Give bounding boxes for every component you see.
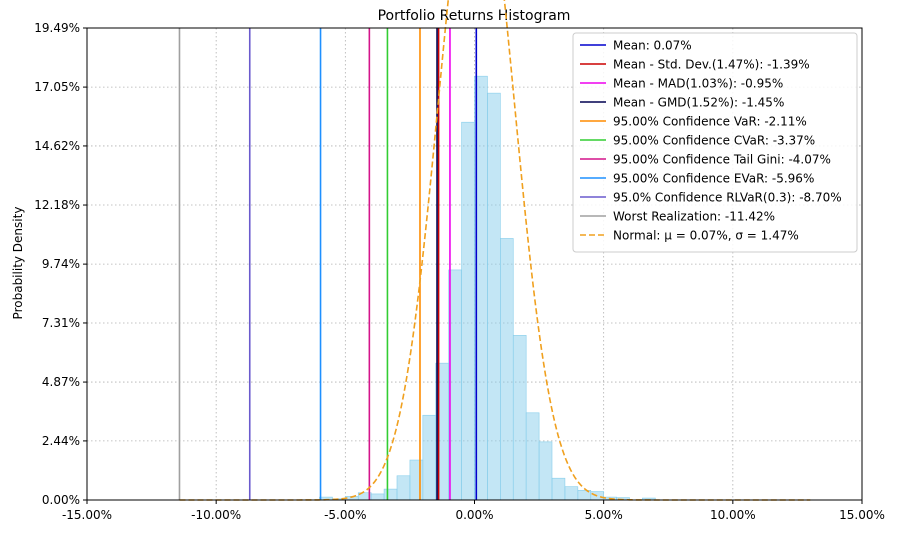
histogram-bar — [422, 414, 437, 501]
legend-label: 95.00% Confidence Tail Gini: -4.07% — [613, 153, 831, 167]
y-tick-label: 17.05% — [34, 80, 80, 94]
x-tick-label: 5.00% — [585, 508, 623, 522]
legend: Mean: 0.07% Mean - Std. Dev.(1.47%): -1.3… — [572, 32, 858, 253]
y-tick-label: 0.00% — [42, 493, 80, 507]
x-tick-label: 15.00% — [839, 508, 885, 522]
histogram-bar — [590, 491, 604, 501]
histogram-bar — [396, 475, 411, 501]
y-tick-label: 2.44% — [42, 434, 80, 448]
histogram-bar — [512, 335, 527, 501]
histogram-bar — [461, 121, 475, 501]
legend-label: Normal: μ = 0.07%, σ = 1.47% — [613, 229, 799, 243]
legend-label: 95.00% Confidence CVaR: -3.37% — [613, 134, 815, 148]
y-tick-label: 4.87% — [42, 375, 80, 389]
legend-label: Mean - Std. Dev.(1.47%): -1.39% — [613, 58, 810, 72]
x-tick-label: 0.00% — [455, 508, 493, 522]
y-tick-label: 12.18% — [34, 198, 80, 212]
legend-label: Mean: 0.07% — [613, 39, 692, 53]
x-tick-label: -15.00% — [62, 508, 112, 522]
histogram-bar — [525, 412, 540, 501]
histogram-bars — [319, 75, 656, 501]
x-tick-label: 10.00% — [710, 508, 756, 522]
legend-label: 95.00% Confidence EVaR: -5.96% — [613, 172, 814, 186]
histogram-bar — [538, 441, 553, 501]
histogram-bar — [487, 92, 501, 501]
histogram-bar — [383, 488, 398, 501]
y-tick-label: 7.31% — [42, 316, 80, 330]
histogram-bar — [500, 238, 514, 501]
legend-label: 95.0% Confidence RLVaR(0.3): -8.70% — [613, 191, 842, 205]
legend-label: Mean - GMD(1.52%): -1.45% — [613, 96, 784, 110]
x-axis-ticks: -15.00% -10.00% -5.00% 0.00% 5.00% 10.00% 15.0… — [62, 500, 885, 522]
y-tick-label: 9.74% — [42, 257, 80, 271]
legend-label: 95.00% Confidence VaR: -2.11% — [613, 115, 807, 129]
histogram-bar — [564, 486, 579, 501]
legend-label: Worst Realization: -11.42% — [613, 210, 775, 224]
histogram-bar — [409, 459, 424, 501]
chart-title: Portfolio Returns Histogram — [378, 8, 571, 24]
histogram-bar — [551, 477, 566, 501]
y-axis-label: Probability Density — [11, 207, 25, 320]
y-tick-label: 19.49% — [34, 21, 80, 35]
histogram-bar — [370, 493, 385, 501]
x-tick-label: -10.00% — [191, 508, 241, 522]
x-tick-label: -5.00% — [324, 508, 366, 522]
risk-measure-lines — [178, 28, 478, 500]
y-axis-ticks: 0.00% 2.44% 4.87% 7.31% 9.74% 12.18% 14.62% 17.… — [34, 21, 87, 507]
legend-box — [572, 32, 858, 253]
y-tick-label: 14.62% — [34, 139, 80, 153]
legend-label: Mean - MAD(1.03%): -0.95% — [613, 77, 783, 91]
